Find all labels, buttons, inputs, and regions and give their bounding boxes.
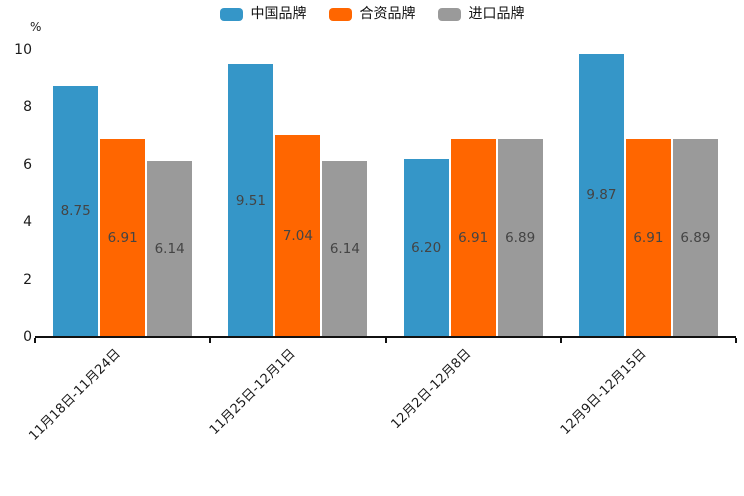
bar-合资品牌-1 (275, 134, 321, 337)
legend-swatch-icon (219, 7, 243, 21)
legend-label: 合资品牌 (359, 6, 416, 22)
bar-value-label: 6.91 (458, 229, 489, 246)
bar-合资品牌-3 (625, 138, 671, 337)
x-axis-category-label: 12月9日-12月15日 (557, 346, 650, 438)
bar-进口品牌-0 (147, 160, 193, 337)
legend-item-2[interactable]: 进口品牌 (437, 6, 525, 22)
bar-合资品牌-0 (100, 138, 146, 337)
x-axis-tick-mark (34, 338, 36, 343)
legend-item-1[interactable]: 合资品牌 (328, 6, 416, 22)
bar-中国品牌-1 (228, 64, 274, 337)
y-axis-tick-label: 2 (23, 271, 32, 288)
x-axis-tick-mark (559, 338, 562, 343)
x-axis-category-label: 11月25日-12月1日 (207, 346, 299, 438)
x-axis-category-label: 12月2日-12月8日 (388, 346, 475, 433)
bar-进口品牌-3 (672, 139, 718, 337)
bar-合资品牌-2 (450, 138, 496, 337)
bar-value-label: 6.91 (633, 229, 664, 246)
x-axis-tick-mark (209, 338, 212, 343)
legend-swatch-icon (328, 7, 352, 21)
bar-value-label: 6.14 (154, 240, 185, 257)
x-axis-line (35, 336, 736, 338)
legend-label: 中国品牌 (250, 6, 307, 22)
x-axis-tick-mark (735, 338, 737, 343)
bar-value-label: 6.91 (107, 229, 138, 246)
bar-中国品牌-0 (53, 85, 99, 337)
bar-value-label: 6.20 (411, 240, 442, 257)
y-axis-tick-label: 8 (23, 99, 32, 116)
chart-legend: 中国品牌 合资品牌 进口品牌 (0, 6, 744, 22)
y-axis-unit-label: % (30, 20, 42, 34)
x-axis-category-label: 11月18日-11月24日 (26, 346, 124, 444)
bar-value-label: 8.75 (60, 203, 91, 220)
legend-swatch-icon (437, 7, 461, 21)
y-axis-tick-label: 6 (23, 156, 32, 173)
legend-item-0[interactable]: 中国品牌 (219, 6, 307, 22)
y-axis-tick-label: 0 (23, 329, 32, 345)
legend-label: 进口品牌 (468, 6, 525, 22)
bar-value-label: 6.89 (505, 230, 536, 247)
bar-value-label: 6.14 (329, 240, 360, 257)
x-axis-tick-mark (384, 338, 387, 343)
bar-value-label: 7.04 (282, 227, 313, 244)
bar-value-label: 9.87 (586, 187, 617, 204)
bar-中国品牌-3 (578, 53, 624, 337)
bar-中国品牌-2 (403, 159, 449, 337)
bar-进口品牌-2 (497, 139, 543, 337)
bar-进口品牌-1 (322, 160, 368, 337)
y-axis-tick-label: 4 (23, 214, 32, 231)
bar-value-label: 6.89 (680, 230, 711, 247)
y-axis-tick-label: 10 (14, 42, 32, 58)
bar-value-label: 9.51 (235, 192, 266, 209)
